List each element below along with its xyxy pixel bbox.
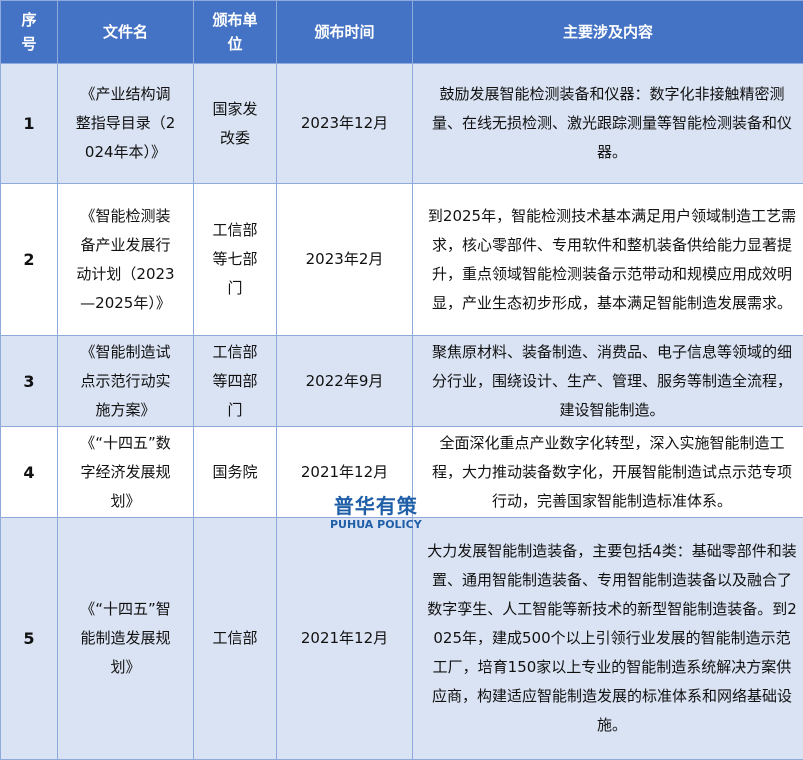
row-name: 《“十四五”数字经济发展规划》: [57, 426, 194, 518]
row-issuer: 工信部等七部门: [193, 183, 277, 336]
row-no: 5: [0, 517, 58, 760]
header-content: 主要涉及内容: [412, 0, 803, 64]
row-no: 4: [0, 426, 58, 518]
header-name: 文件名: [57, 0, 194, 64]
table-row: 3 《智能制造试点示范行动实施方案》 工信部等四部门 2022年9月 聚焦原材料…: [0, 335, 803, 427]
row-date: 2023年2月: [276, 183, 413, 336]
row-date: 2023年12月: [276, 63, 413, 184]
row-name: 《“十四五”智能制造发展规划》: [57, 517, 194, 760]
header-no: 序号: [0, 0, 58, 64]
header-issuer: 颁布单位: [193, 0, 277, 64]
row-no: 1: [0, 63, 58, 184]
row-name: 《智能检测装备产业发展行动计划（2023—2025年）》: [57, 183, 194, 336]
header-date: 颁布时间: [276, 0, 413, 64]
table-row: 1 《产业结构调整指导目录（2024年本）》 国家发改委 2023年12月 鼓励…: [0, 63, 803, 184]
row-content: 全面深化重点产业数字化转型，深入实施智能制造工程，大力推动装备数字化，开展智能制…: [412, 426, 803, 518]
row-name: 《产业结构调整指导目录（2024年本）》: [57, 63, 194, 184]
row-issuer: 工信部: [193, 517, 277, 760]
row-content: 聚焦原材料、装备制造、消费品、电子信息等领域的细分行业，围绕设计、生产、管理、服…: [412, 335, 803, 427]
row-issuer: 国务院: [193, 426, 277, 518]
table-header-row: 序号 文件名 颁布单位 颁布时间 主要涉及内容: [0, 0, 803, 64]
row-date: 2021年12月: [276, 426, 413, 518]
row-content: 鼓励发展智能检测装备和仪器：数字化非接触精密测量、在线无损检测、激光跟踪测量等智…: [412, 63, 803, 184]
row-content: 大力发展智能制造装备，主要包括4类：基础零部件和装置、通用智能制造装备、专用智能…: [412, 517, 803, 760]
row-no: 2: [0, 183, 58, 336]
row-issuer: 工信部等四部门: [193, 335, 277, 427]
row-issuer: 国家发改委: [193, 63, 277, 184]
row-no: 3: [0, 335, 58, 427]
row-content: 到2025年，智能检测技术基本满足用户领域制造工艺需求，核心零部件、专用软件和整…: [412, 183, 803, 336]
row-name: 《智能制造试点示范行动实施方案》: [57, 335, 194, 427]
table-row: 2 《智能检测装备产业发展行动计划（2023—2025年）》 工信部等七部门 2…: [0, 183, 803, 336]
table-row: 5 《“十四五”智能制造发展规划》 工信部 2021年12月 大力发展智能制造装…: [0, 517, 803, 760]
row-date: 2021年12月: [276, 517, 413, 760]
table-row: 4 《“十四五”数字经济发展规划》 国务院 2021年12月 全面深化重点产业数…: [0, 426, 803, 518]
row-date: 2022年9月: [276, 335, 413, 427]
